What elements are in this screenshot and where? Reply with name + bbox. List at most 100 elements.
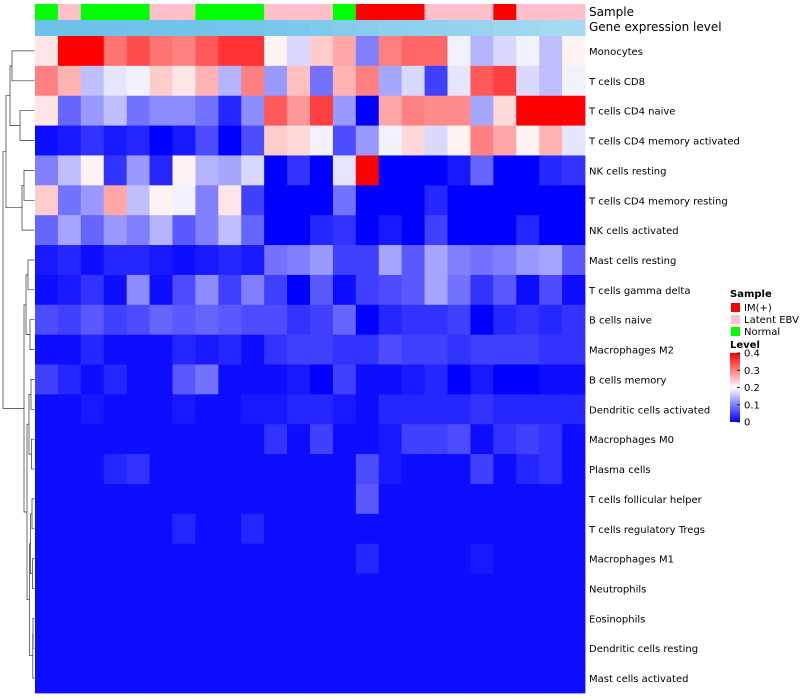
row-labels: Monocytes T cells CD8 T cells CD4 naive T c… bbox=[588, 47, 740, 685]
heatmap-cell-14-2 bbox=[80, 454, 105, 485]
heatmap-cell-15-23 bbox=[562, 483, 586, 515]
legend-swatch bbox=[731, 303, 740, 312]
sample-cell-5 bbox=[149, 4, 173, 20]
heatmap-cell-9-8 bbox=[218, 304, 242, 336]
heatmap-cell-3-8 bbox=[218, 125, 242, 156]
heatmap-cell-2-8 bbox=[218, 95, 242, 126]
heatmap-cell-10-17 bbox=[424, 334, 448, 365]
heatmap-cell-0-5 bbox=[149, 36, 173, 67]
heatmap-cell-9-4 bbox=[126, 304, 150, 336]
heatmap-cell-0-3 bbox=[103, 36, 128, 67]
heatmap-cell-19-7 bbox=[195, 603, 219, 634]
sample-cell-12 bbox=[310, 4, 334, 20]
heatmap-cell-0-0 bbox=[35, 36, 59, 67]
dendrogram-branch bbox=[30, 379, 35, 410]
heatmap-cell-16-17 bbox=[424, 513, 448, 545]
heatmap-cell-14-8 bbox=[218, 454, 242, 485]
heatmap-cell-12-10 bbox=[264, 394, 288, 425]
heatmap-cell-5-0 bbox=[35, 185, 59, 216]
heatmap-cell-9-7 bbox=[195, 304, 219, 336]
heatmap-cell-17-19 bbox=[470, 543, 494, 574]
heatmap-cell-18-9 bbox=[241, 573, 265, 604]
heatmap-cell-11-9 bbox=[241, 364, 265, 395]
heatmap-cell-17-11 bbox=[287, 543, 311, 574]
heatmap-cell-18-2 bbox=[80, 573, 105, 604]
heatmap-cell-6-22 bbox=[539, 215, 563, 246]
sample-cell-0 bbox=[35, 4, 59, 20]
heatmap-cell-11-2 bbox=[80, 364, 105, 395]
heatmap-cell-13-8 bbox=[218, 424, 242, 455]
heatmap-cell-21-21 bbox=[516, 663, 540, 694]
heatmap-cell-12-1 bbox=[57, 394, 82, 425]
heatmap-cell-5-22 bbox=[539, 185, 563, 216]
heatmap-cell-3-9 bbox=[241, 125, 265, 156]
heatmap-cell-4-9 bbox=[241, 155, 265, 186]
heatmap-cell-13-20 bbox=[493, 424, 517, 455]
heatmap-cell-5-14 bbox=[355, 185, 380, 216]
heatmap-cell-3-3 bbox=[103, 125, 128, 156]
heatmap-cell-3-6 bbox=[172, 125, 196, 156]
dendrogram-branch bbox=[11, 50, 35, 82]
heatmap-cell-4-0 bbox=[35, 155, 59, 186]
heatmap-cell-12-2 bbox=[80, 394, 105, 425]
heatmap-cell-0-9 bbox=[241, 36, 265, 67]
heatmap-cell-4-13 bbox=[332, 155, 357, 186]
heatmap-cell-1-5 bbox=[149, 65, 173, 97]
heatmap-cell-16-2 bbox=[80, 513, 105, 545]
heatmap-cell-18-13 bbox=[332, 573, 357, 604]
heatmap-cell-5-17 bbox=[424, 185, 448, 216]
heatmap-cell-21-20 bbox=[493, 663, 517, 694]
gene-level-cell-2 bbox=[80, 20, 105, 36]
heatmap-cell-20-20 bbox=[493, 633, 517, 664]
heatmap-cell-0-19 bbox=[470, 36, 494, 67]
heatmap-cell-20-7 bbox=[195, 633, 219, 664]
heatmap-cell-10-22 bbox=[539, 334, 563, 365]
heatmap-cell-6-0 bbox=[35, 215, 59, 246]
heatmap-cell-15-19 bbox=[470, 483, 494, 515]
row-label: Monocytes bbox=[589, 47, 643, 58]
heatmap-cell-19-8 bbox=[218, 603, 242, 634]
heatmap-cell-6-2 bbox=[80, 215, 105, 246]
heatmap-cell-21-4 bbox=[126, 663, 150, 694]
heatmap-cell-21-18 bbox=[447, 663, 471, 694]
heatmap-cell-14-5 bbox=[149, 454, 173, 485]
heatmap-cell-17-4 bbox=[126, 543, 150, 574]
dendrogram-branch bbox=[5, 95, 22, 209]
heatmap-cell-18-23 bbox=[562, 573, 586, 604]
heatmap-cell-7-18 bbox=[447, 245, 471, 276]
heatmap-cell-6-19 bbox=[470, 215, 494, 246]
heatmap-cell-17-16 bbox=[401, 543, 425, 574]
heatmap-cell-20-17 bbox=[424, 633, 448, 664]
heatmap-cell-4-2 bbox=[80, 155, 105, 186]
legend-level-ticks: 0.4 0.3 0.2 0.1 0 bbox=[737, 349, 760, 429]
heatmap-cell-2-3 bbox=[103, 95, 128, 126]
heatmap-cell-6-3 bbox=[103, 215, 128, 246]
heatmap-cell-11-15 bbox=[378, 364, 403, 395]
heatmap-cell-8-9 bbox=[241, 274, 265, 306]
heatmap-cell-20-18 bbox=[447, 633, 471, 664]
heatmap-cell-10-7 bbox=[195, 334, 219, 365]
heatmap-cell-19-3 bbox=[103, 603, 128, 634]
heatmap-cell-16-18 bbox=[447, 513, 471, 545]
row-label: Plasma cells bbox=[589, 465, 651, 476]
heatmap-cell-8-23 bbox=[562, 274, 586, 306]
gene-level-cell-15 bbox=[378, 20, 403, 36]
heatmap-cell-9-17 bbox=[424, 304, 448, 336]
heatmap-cell-13-5 bbox=[149, 424, 173, 455]
heatmap-cell-2-2 bbox=[80, 95, 105, 126]
heatmap-cell-0-4 bbox=[126, 36, 150, 67]
row-label: Mast cells activated bbox=[589, 674, 688, 685]
heatmap-cell-4-11 bbox=[287, 155, 311, 186]
heatmap-cell-13-14 bbox=[355, 424, 380, 455]
heatmap-cell-4-15 bbox=[378, 155, 403, 186]
heatmap-cell-7-10 bbox=[264, 245, 288, 276]
heatmap-cell-12-14 bbox=[355, 394, 380, 425]
heatmap-cell-17-22 bbox=[539, 543, 563, 574]
heatmap-cell-16-9 bbox=[241, 513, 265, 545]
heatmap-cell-8-16 bbox=[401, 274, 425, 306]
heatmap-cell-3-21 bbox=[516, 125, 540, 156]
heatmap-cell-16-19 bbox=[470, 513, 494, 545]
heatmap-cell-5-13 bbox=[332, 185, 357, 216]
heatmap-cell-7-11 bbox=[287, 245, 311, 276]
